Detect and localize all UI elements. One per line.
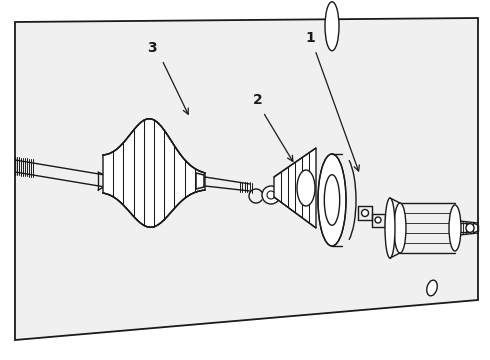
Polygon shape bbox=[103, 119, 205, 227]
Ellipse shape bbox=[297, 170, 315, 206]
Ellipse shape bbox=[385, 198, 395, 258]
Ellipse shape bbox=[394, 203, 406, 253]
Ellipse shape bbox=[318, 154, 346, 246]
Text: 2: 2 bbox=[253, 93, 263, 107]
Text: 3: 3 bbox=[147, 41, 157, 55]
Ellipse shape bbox=[449, 205, 461, 251]
Circle shape bbox=[362, 210, 368, 216]
Circle shape bbox=[375, 217, 381, 223]
Circle shape bbox=[262, 186, 280, 204]
Polygon shape bbox=[15, 18, 478, 340]
Polygon shape bbox=[274, 148, 316, 228]
Ellipse shape bbox=[427, 280, 437, 296]
Text: 1: 1 bbox=[305, 31, 315, 45]
Circle shape bbox=[267, 191, 275, 199]
Ellipse shape bbox=[466, 224, 474, 233]
Ellipse shape bbox=[325, 2, 339, 51]
